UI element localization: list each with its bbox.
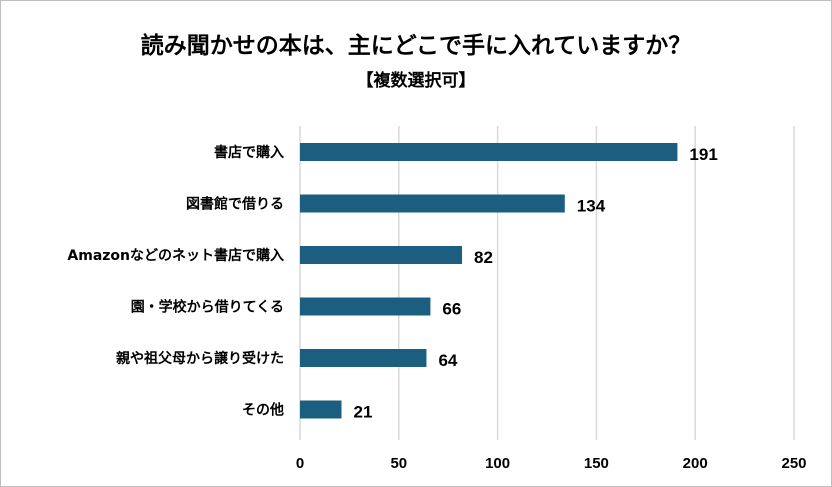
bar-3 <box>300 297 431 316</box>
category-label: その他 <box>242 402 284 419</box>
chart-title: 読み聞かせの本は、主にどこで手に入れていますか？ <box>140 33 692 59</box>
category-label: 園・学校から借りてくる <box>131 299 284 316</box>
x-tick-label: 0 <box>296 455 304 472</box>
x-tick-label: 200 <box>683 455 708 472</box>
x-tick-label: 250 <box>781 455 806 472</box>
category-label: Amazonなどのネット書店で購入 <box>67 247 284 264</box>
category-label: 親や祖父母から譲り受けた <box>116 350 284 367</box>
value-label: 64 <box>438 351 457 370</box>
value-label: 21 <box>353 403 372 422</box>
x-tick-label: 50 <box>390 455 407 472</box>
bar-0 <box>300 143 678 161</box>
value-label: 82 <box>474 248 493 267</box>
x-tick-label: 100 <box>485 455 510 472</box>
value-label: 134 <box>577 197 606 216</box>
bar-2 <box>300 246 463 264</box>
chart-subtitle: 【複数選択可】 <box>356 71 476 91</box>
bar-4 <box>300 349 427 367</box>
bar-5 <box>300 400 342 419</box>
bar-1 <box>300 194 565 213</box>
value-label: 191 <box>689 145 717 164</box>
value-label: 66 <box>442 300 461 319</box>
x-tick-label: 150 <box>584 455 609 472</box>
category-label: 書店で購入 <box>214 144 284 161</box>
category-label: 図書館で借りる <box>186 196 284 213</box>
